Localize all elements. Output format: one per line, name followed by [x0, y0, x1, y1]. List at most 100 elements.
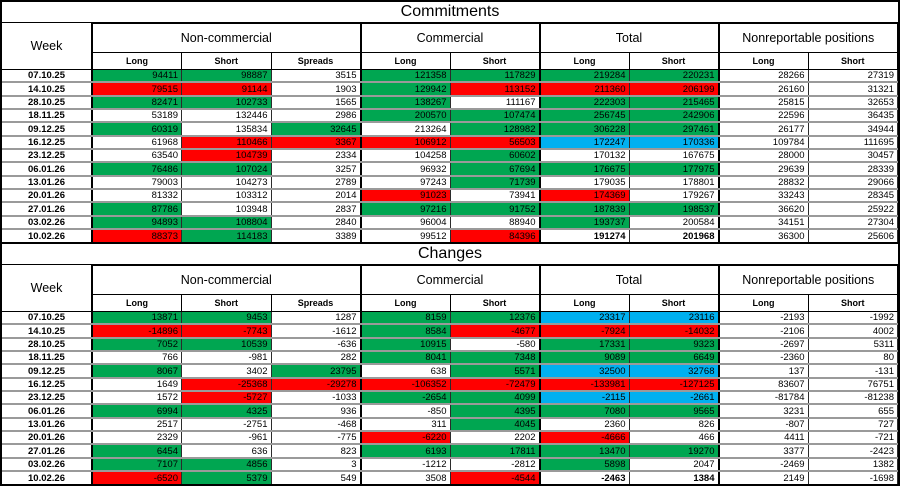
- value-cell[interactable]: 25922: [808, 202, 898, 217]
- value-cell[interactable]: 170132: [538, 149, 630, 164]
- value-cell[interactable]: -4677: [450, 324, 540, 339]
- value-cell[interactable]: 3377: [717, 444, 809, 459]
- value-cell[interactable]: 107024: [181, 162, 272, 177]
- week-cell[interactable]: 18.11.25: [2, 109, 93, 124]
- value-cell[interactable]: -29278: [271, 377, 361, 393]
- value-cell[interactable]: 88940: [450, 215, 540, 231]
- value-cell[interactable]: -850: [359, 404, 451, 419]
- value-cell[interactable]: 71739: [450, 175, 540, 191]
- value-cell[interactable]: -81784: [717, 391, 809, 406]
- week-cell[interactable]: 07.10.25: [2, 311, 93, 326]
- value-cell[interactable]: 549: [271, 471, 361, 484]
- value-cell[interactable]: 129942: [359, 82, 451, 97]
- value-cell[interactable]: 28339: [808, 162, 898, 177]
- value-cell[interactable]: 5898: [538, 457, 630, 473]
- value-cell[interactable]: 2986: [271, 109, 361, 124]
- value-cell[interactable]: 2837: [271, 202, 361, 217]
- value-cell[interactable]: 826: [629, 417, 719, 433]
- value-cell[interactable]: 94411: [91, 69, 182, 84]
- value-cell[interactable]: 1384: [629, 471, 719, 484]
- value-cell[interactable]: 103312: [181, 189, 272, 204]
- value-cell[interactable]: 1572: [91, 391, 182, 406]
- value-cell[interactable]: 187839: [538, 202, 630, 217]
- value-cell[interactable]: 36435: [808, 109, 898, 124]
- value-cell[interactable]: 110466: [181, 135, 272, 151]
- value-cell[interactable]: -2463: [538, 471, 630, 484]
- value-cell[interactable]: 80: [808, 351, 898, 366]
- value-cell[interactable]: 9565: [629, 404, 719, 419]
- value-cell[interactable]: 4002: [808, 324, 898, 339]
- week-cell[interactable]: 16.12.25: [2, 135, 93, 151]
- value-cell[interactable]: 17811: [450, 444, 540, 459]
- value-cell[interactable]: 282: [271, 351, 361, 366]
- value-cell[interactable]: -2697: [717, 337, 809, 353]
- value-cell[interactable]: 32768: [629, 364, 719, 379]
- value-cell[interactable]: -6220: [359, 431, 451, 446]
- value-cell[interactable]: 91752: [450, 202, 540, 217]
- value-cell[interactable]: -133981: [538, 377, 630, 393]
- value-cell[interactable]: 4099: [450, 391, 540, 406]
- value-cell[interactable]: 242906: [629, 109, 719, 124]
- value-cell[interactable]: 179035: [538, 175, 630, 191]
- value-cell[interactable]: 176675: [538, 162, 630, 177]
- value-cell[interactable]: 297461: [629, 122, 719, 137]
- value-cell[interactable]: 88373: [91, 229, 182, 242]
- value-cell[interactable]: -1992: [808, 311, 898, 326]
- value-cell[interactable]: 23795: [271, 364, 361, 379]
- value-cell[interactable]: -580: [450, 337, 540, 353]
- value-cell[interactable]: 8584: [359, 324, 451, 339]
- value-cell[interactable]: 13470: [538, 444, 630, 459]
- value-cell[interactable]: 91144: [181, 82, 272, 97]
- week-cell[interactable]: 20.01.26: [2, 431, 93, 446]
- value-cell[interactable]: 34151: [717, 215, 809, 231]
- value-cell[interactable]: 10915: [359, 337, 451, 353]
- value-cell[interactable]: 82471: [91, 95, 182, 111]
- value-cell[interactable]: -2661: [629, 391, 719, 406]
- value-cell[interactable]: 27304: [808, 215, 898, 231]
- value-cell[interactable]: 111167: [450, 95, 540, 111]
- value-cell[interactable]: 178801: [629, 175, 719, 191]
- value-cell[interactable]: 29639: [717, 162, 809, 177]
- week-cell[interactable]: 14.10.25: [2, 82, 93, 97]
- value-cell[interactable]: 114183: [181, 229, 272, 242]
- value-cell[interactable]: 172247: [538, 135, 630, 151]
- value-cell[interactable]: 6193: [359, 444, 451, 459]
- value-cell[interactable]: 3231: [717, 404, 809, 419]
- value-cell[interactable]: 79515: [91, 82, 182, 97]
- value-cell[interactable]: -4544: [450, 471, 540, 484]
- value-cell[interactable]: 29066: [808, 175, 898, 191]
- value-cell[interactable]: 36620: [717, 202, 809, 217]
- value-cell[interactable]: 113152: [450, 82, 540, 97]
- value-cell[interactable]: 104258: [359, 149, 451, 164]
- week-cell[interactable]: 03.02.26: [2, 215, 93, 231]
- week-cell[interactable]: 13.01.26: [2, 417, 93, 433]
- value-cell[interactable]: -106352: [359, 377, 451, 393]
- value-cell[interactable]: 219284: [538, 69, 630, 84]
- value-cell[interactable]: -2115: [538, 391, 630, 406]
- value-cell[interactable]: 167675: [629, 149, 719, 164]
- value-cell[interactable]: 6994: [91, 404, 182, 419]
- value-cell[interactable]: 3367: [271, 135, 361, 151]
- value-cell[interactable]: -6520: [91, 471, 182, 484]
- value-cell[interactable]: 823: [271, 444, 361, 459]
- value-cell[interactable]: 2789: [271, 175, 361, 191]
- value-cell[interactable]: 179267: [629, 189, 719, 204]
- week-cell[interactable]: 13.01.26: [2, 175, 93, 191]
- value-cell[interactable]: 32653: [808, 95, 898, 111]
- value-cell[interactable]: 25606: [808, 229, 898, 242]
- value-cell[interactable]: 3: [271, 457, 361, 473]
- value-cell[interactable]: -2654: [359, 391, 451, 406]
- week-cell[interactable]: 14.10.25: [2, 324, 93, 339]
- value-cell[interactable]: 76486: [91, 162, 182, 177]
- value-cell[interactable]: -2812: [450, 457, 540, 473]
- value-cell[interactable]: 636: [181, 444, 272, 459]
- value-cell[interactable]: 121358: [359, 69, 451, 84]
- week-cell[interactable]: 09.12.25: [2, 122, 93, 137]
- value-cell[interactable]: 256745: [538, 109, 630, 124]
- value-cell[interactable]: 200584: [629, 215, 719, 231]
- value-cell[interactable]: 56503: [450, 135, 540, 151]
- value-cell[interactable]: 5311: [808, 337, 898, 353]
- value-cell[interactable]: 2014: [271, 189, 361, 204]
- value-cell[interactable]: 211360: [538, 82, 630, 97]
- value-cell[interactable]: 91023: [359, 189, 451, 204]
